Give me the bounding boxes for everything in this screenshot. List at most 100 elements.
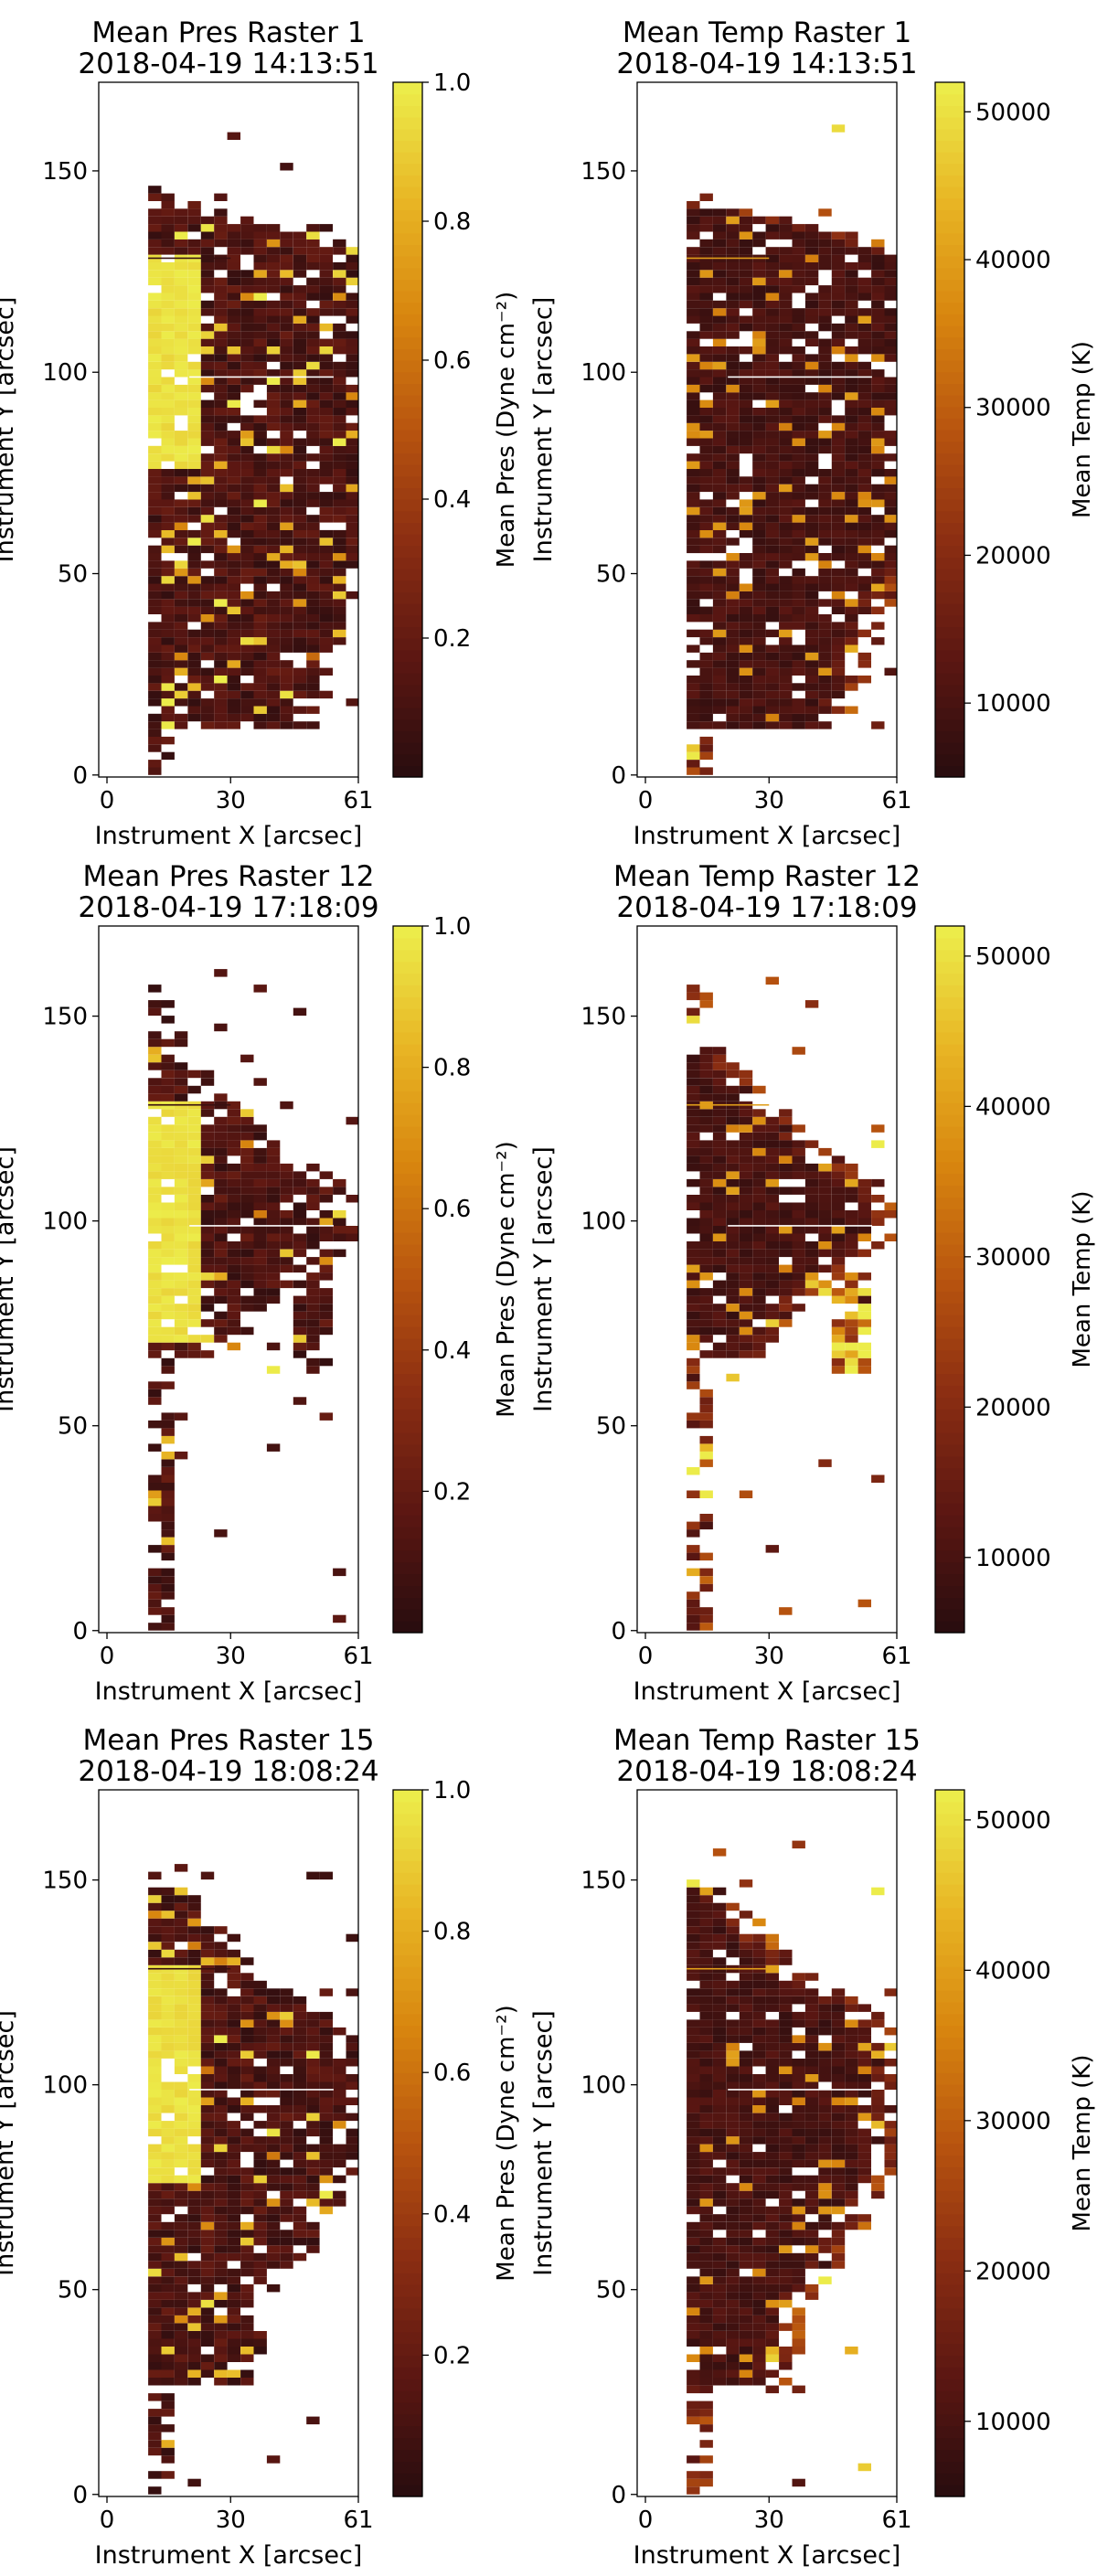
heatmap-cell	[174, 2081, 188, 2090]
heatmap-cell	[857, 529, 871, 538]
heatmap-cell	[148, 1007, 162, 1017]
heatmap-cell	[266, 315, 281, 324]
heatmap-cell	[174, 591, 188, 600]
heatmap-cell	[712, 1980, 727, 1989]
heatmap-cell	[779, 637, 793, 645]
heatmap-cell	[293, 506, 307, 516]
heatmap-cell	[712, 2121, 727, 2129]
heatmap-cell	[739, 2252, 753, 2262]
heatmap-cell	[779, 224, 793, 232]
colorbar-segment	[935, 673, 964, 686]
heatmap-cell	[187, 1280, 201, 1289]
heatmap-cell	[752, 676, 766, 684]
heatmap-cell	[240, 629, 254, 638]
heatmap-cell	[804, 2097, 819, 2105]
heatmap-cell	[187, 1933, 201, 1943]
heatmap-cell	[699, 1319, 713, 1327]
heatmap-cell	[831, 2167, 846, 2176]
heatmap-cell	[739, 1295, 753, 1304]
heatmap-cell	[726, 2097, 740, 2105]
heatmap-cell	[148, 2081, 162, 2090]
heatmap-cell	[779, 2230, 793, 2238]
heatmap-cell	[240, 660, 254, 668]
heatmap-cell	[187, 1171, 201, 1179]
heatmap-cell	[884, 1233, 897, 1241]
heatmap-cell	[699, 1490, 713, 1498]
heatmap-cell	[687, 1007, 700, 1017]
heatmap-cell	[227, 599, 240, 607]
heatmap-cell	[266, 1155, 281, 1164]
heatmap-cell	[293, 492, 307, 500]
heatmap-cell	[765, 515, 779, 523]
heatmap-cell	[280, 261, 293, 271]
heatmap-cell	[148, 2159, 162, 2168]
heatmap-cell	[845, 1233, 858, 1241]
heatmap-cell	[857, 431, 871, 439]
heatmap-cell	[319, 224, 333, 232]
heatmap-cell	[161, 2338, 175, 2347]
heatmap-cell	[174, 2090, 188, 2098]
heatmap-cell	[779, 644, 793, 653]
heatmap-cell	[845, 2159, 858, 2168]
heatmap-cell	[792, 1264, 805, 1273]
heatmap-cell	[240, 224, 254, 232]
heatmap-cell	[818, 2121, 832, 2129]
heatmap-cell	[266, 614, 281, 623]
heatmap-cell	[845, 2027, 858, 2036]
heatmap-cell	[253, 1264, 267, 1273]
colorbar-segment	[393, 2131, 422, 2145]
heatmap-cell	[779, 270, 793, 278]
heatmap-cell	[240, 445, 254, 454]
x-tick-label: 30	[216, 787, 246, 814]
heatmap-cell	[293, 2221, 307, 2230]
heatmap-cell	[187, 690, 201, 699]
heatmap-cell	[280, 644, 293, 653]
heatmap-cell	[712, 422, 727, 431]
heatmap-cell	[726, 1933, 740, 1943]
heatmap-cell	[148, 2276, 162, 2284]
heatmap-cell	[726, 1085, 740, 1094]
heatmap-cell	[240, 492, 254, 500]
heatmap-cell	[765, 1226, 779, 1234]
heatmap-cell	[266, 1147, 281, 1156]
heatmap-cell	[765, 2369, 779, 2378]
heatmap-cell	[765, 2004, 779, 2012]
heatmap-cell	[871, 2175, 885, 2184]
heatmap-cell	[148, 1093, 162, 1102]
heatmap-cell	[240, 315, 254, 324]
heatmap-cell	[148, 1264, 162, 1273]
heatmap-cell	[148, 499, 162, 507]
heatmap-cell	[831, 1319, 846, 1327]
heatmap-cell	[174, 2050, 188, 2059]
heatmap-cell	[845, 2050, 858, 2059]
heatmap-cell	[752, 599, 766, 607]
heatmap-cell	[187, 2097, 201, 2105]
heatmap-cell	[346, 515, 358, 523]
heatmap-cell	[699, 1614, 713, 1623]
colorbar-tick-label: 0.6	[433, 347, 471, 375]
heatmap-cell	[726, 415, 740, 423]
heatmap-cell	[765, 331, 779, 339]
heatmap-cell	[739, 622, 753, 630]
heatmap-cell	[845, 1326, 858, 1336]
heatmap-cell	[174, 529, 188, 538]
heatmap-cell	[214, 1249, 228, 1258]
heatmap-cell	[739, 1226, 753, 1234]
heatmap-cell	[857, 1195, 871, 1203]
heatmap-cell	[779, 2237, 793, 2246]
heatmap-cell	[765, 2315, 779, 2324]
heatmap-cell	[765, 2074, 779, 2082]
heatmap-cell	[319, 599, 333, 607]
heatmap-cell	[712, 515, 727, 523]
heatmap-cell	[712, 2276, 727, 2284]
heatmap-cell	[174, 2121, 188, 2129]
heatmap-cell	[739, 1942, 753, 1950]
heatmap-cell	[200, 629, 215, 638]
heatmap-cell	[779, 606, 793, 614]
heatmap-cell	[752, 1178, 766, 1187]
heatmap-cell	[148, 469, 162, 477]
heatmap-cell	[187, 1147, 201, 1156]
heatmap-cell	[174, 1957, 188, 1965]
heatmap-cell	[253, 1078, 267, 1086]
heatmap-cell	[187, 484, 201, 493]
